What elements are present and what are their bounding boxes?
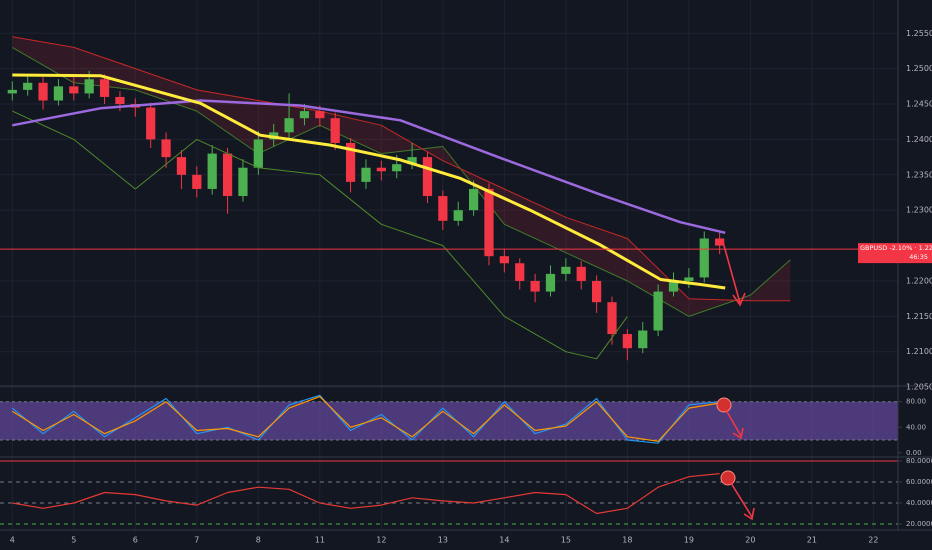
candle-body (345, 142, 356, 182)
candle-body (376, 167, 386, 172)
candle-body (392, 164, 402, 172)
y-tick-label: 1.2050 (906, 383, 932, 392)
candle-body (607, 302, 617, 335)
candle-body (699, 238, 709, 278)
candle-body (453, 210, 463, 221)
x-tick-label: 5 (71, 536, 76, 545)
y-tick-label: 80.00 (906, 398, 926, 406)
y-tick-label: 1.2550 (906, 29, 932, 38)
annotations (0, 0, 932, 531)
candle-body (576, 266, 586, 281)
line (12, 110, 628, 360)
candle-body (146, 107, 156, 140)
candle-body (484, 188, 494, 257)
candle-body (192, 174, 202, 189)
price-label-box (858, 243, 932, 264)
candle-body (530, 280, 540, 292)
candle-body (23, 82, 33, 90)
y-tick-label: 1.2350 (906, 170, 932, 179)
arrow (730, 482, 755, 521)
candle-body (84, 79, 94, 94)
candle-body (176, 157, 187, 175)
candle-body (545, 273, 556, 292)
candle-body (222, 153, 233, 197)
candle-body (468, 188, 479, 211)
candle-body (115, 96, 125, 105)
x-tick-label: 20 (745, 536, 755, 545)
x-tick-label: 4 (10, 536, 15, 545)
marks (0, 36, 898, 525)
candle-body (315, 111, 325, 119)
y-tick-label: 1.2400 (906, 135, 932, 144)
candle-body (668, 280, 679, 292)
y-tick-label: 1.2100 (906, 347, 932, 356)
x-tick-label: 12 (376, 536, 386, 545)
line (12, 473, 720, 515)
arrow (725, 409, 744, 440)
y-tick-label: 1.2450 (906, 100, 932, 109)
countdown: 46:35 (909, 253, 928, 261)
x-tick-label: 6 (133, 536, 138, 545)
candle-body (361, 167, 371, 182)
line (11, 396, 720, 442)
candle-body (7, 89, 17, 94)
y-tick-label: 1.2300 (906, 206, 932, 215)
y-tick-label: 40.0000 (906, 499, 932, 507)
candle-body (407, 157, 417, 165)
x-tick-label: 15 (561, 536, 571, 545)
y-tick-label: 0.00 (906, 449, 922, 457)
arrow (722, 241, 746, 307)
candle-body (638, 330, 648, 349)
candle-body (99, 79, 110, 97)
y-tick-label: 80.0000 (906, 457, 932, 465)
candle-body (253, 139, 263, 168)
candle-body (653, 291, 663, 331)
x-tick-label: 18 (622, 536, 632, 545)
candle-body (515, 263, 525, 281)
x-tick-label: 19 (684, 536, 694, 545)
marker (716, 397, 732, 413)
y-tick-label: 40.00 (906, 423, 926, 431)
candle-body (422, 157, 433, 197)
line (12, 73, 726, 290)
x-tick-label: 11 (315, 536, 325, 545)
candle-body (238, 167, 248, 197)
x-tick-label: 13 (438, 536, 448, 545)
candle-body (561, 266, 571, 274)
labels: 4 5 6 7 8 11 12 13 14 15 18 19 20 21 22 1.2550 1.2500 1.2… (10, 29, 932, 545)
candle-body (715, 238, 725, 246)
candle-body (207, 153, 217, 189)
x-tick-label: 7 (194, 536, 199, 545)
candle-body (592, 280, 602, 303)
y-tick-label: 1.2500 (906, 64, 932, 73)
y-tick-label: 1.2150 (906, 312, 932, 321)
x-tick-label: 14 (499, 536, 509, 545)
x-tick-label: 22 (868, 536, 878, 545)
marker (720, 470, 736, 486)
y-tick-label: 60.0000 (906, 478, 932, 486)
y-tick-label: 20.0000 (906, 520, 932, 528)
candle-body (299, 111, 310, 119)
y-tick-label: 1.2200 (906, 276, 932, 285)
candle-body (284, 118, 294, 133)
price-label: GBPUSD -2.10% · 1.2245 (860, 244, 932, 252)
candle-body (684, 277, 694, 281)
line (12, 99, 726, 235)
candle-body (622, 334, 632, 349)
candle-body (69, 86, 79, 94)
candle-body (330, 118, 340, 143)
candle-body (161, 139, 171, 158)
candle-body (38, 82, 48, 101)
candle-body (53, 86, 64, 101)
x-tick-label: 21 (807, 536, 817, 545)
candle-body (438, 196, 448, 221)
x-tick-label: 8 (256, 536, 261, 545)
candle-body (499, 256, 509, 264)
